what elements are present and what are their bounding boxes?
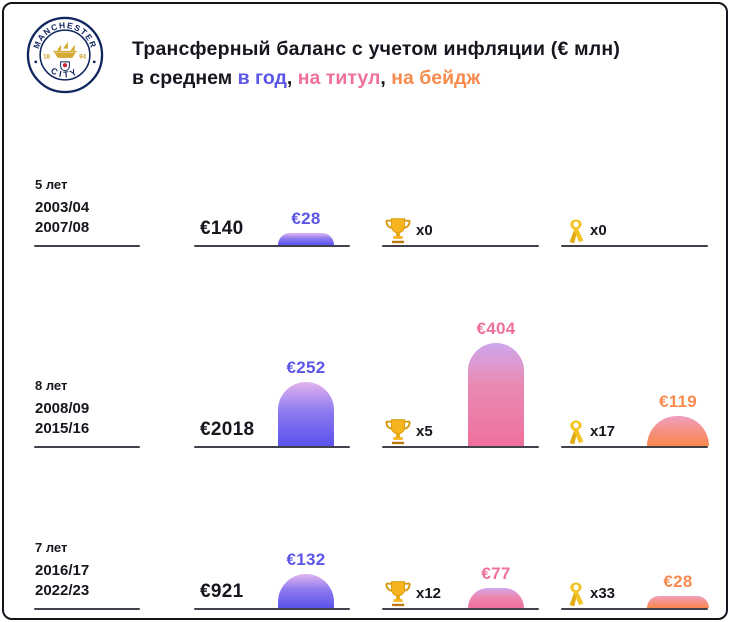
period-end: 2015/16 (35, 420, 90, 437)
total-spend: €921 (200, 581, 244, 602)
per-title-bar-group: €404 (458, 319, 534, 446)
per-badge-baseline (561, 608, 708, 610)
total-spend: €2018 (200, 419, 255, 440)
per-year-bar-group: €252 (268, 358, 344, 446)
period-underline (34, 245, 140, 247)
svg-text:94: 94 (79, 53, 86, 60)
per-badge-value: €119 (658, 392, 698, 411)
subtitle-prefix: в среднем (132, 67, 233, 89)
per-badge-bar-group: €119 (637, 392, 719, 446)
svg-text:CITY: CITY (49, 65, 81, 79)
club-badge-icon: MANCHESTER CITY 18 94 (26, 16, 104, 94)
badges-count: x17 (590, 423, 616, 440)
per-year-bar (278, 574, 334, 608)
titles-count-group: x5 (383, 416, 433, 446)
titles-count: x5 (416, 423, 433, 440)
comma-1: , (286, 67, 293, 89)
per-badge-bar (647, 416, 709, 446)
per-year-baseline (194, 245, 350, 247)
trophy-icon (383, 215, 413, 245)
ribbon-icon (565, 580, 587, 608)
per-title-bar (468, 588, 524, 608)
ribbon-icon (565, 217, 587, 245)
subtitle: в среднем в год, на титул, на бейдж (132, 65, 717, 91)
per-year-bar-group: €132 (268, 550, 344, 608)
per-year-bar (278, 382, 334, 446)
svg-text:18: 18 (43, 53, 50, 60)
comma-2: , (380, 67, 386, 89)
manchester-city-logo: MANCHESTER CITY 18 94 (26, 16, 104, 94)
per-year-bar-group: €28 (268, 209, 344, 245)
ribbon-icon (565, 418, 587, 446)
legend-per-badge: на бейдж (391, 67, 481, 89)
per-title-value: €404 (476, 319, 516, 338)
per-badge-bar-group: €28 (637, 572, 719, 608)
titles-count: x0 (416, 222, 433, 239)
per-title-baseline (382, 245, 539, 247)
period-range: 2003/04 2007/08 (35, 198, 89, 238)
titles-count: x12 (416, 585, 442, 602)
period-underline (34, 608, 140, 610)
per-title-baseline (382, 608, 539, 610)
trophy-icon (383, 416, 413, 446)
per-year-value: €132 (286, 550, 326, 569)
header-titles: Трансферный баланс с учетом инфляции (€ … (132, 36, 717, 91)
period-duration: 7 лет (35, 540, 68, 555)
period-row-2: 8 лет 2008/09 2015/16 €2018 €252 (4, 303, 726, 448)
legend-per-title: на титул (297, 67, 381, 89)
period-row-3: 7 лет 2016/17 2022/23 €921 €132 (4, 528, 726, 610)
badges-count: x0 (590, 222, 607, 239)
per-year-value: €28 (291, 209, 321, 228)
period-start: 2016/17 (35, 562, 90, 579)
per-title-baseline (382, 446, 539, 448)
per-year-value: €252 (286, 358, 326, 377)
trophy-icon (383, 578, 413, 608)
per-badge-value: €28 (663, 572, 693, 591)
period-range: 2008/09 2015/16 (35, 399, 89, 439)
period-range: 2016/17 2022/23 (35, 561, 89, 601)
titles-count-group: x12 (383, 578, 441, 608)
per-badge-baseline (561, 446, 708, 448)
titles-count-group: x0 (383, 215, 433, 245)
period-row-1: 5 лет 2003/04 2007/08 €140 €28 (4, 162, 726, 247)
period-end: 2022/23 (35, 582, 90, 599)
badges-count-group: x0 (565, 217, 607, 245)
per-year-bar (278, 233, 334, 245)
period-end: 2007/08 (35, 219, 90, 236)
badges-count-group: x33 (565, 580, 615, 608)
per-year-baseline (194, 446, 350, 448)
page-title: Трансферный баланс с учетом инфляции (€ … (132, 38, 621, 60)
legend-per-year: в год (237, 67, 287, 89)
per-title-value: €77 (481, 564, 511, 583)
per-title-bar (468, 343, 524, 446)
period-start: 2003/04 (35, 199, 90, 216)
total-spend: €140 (200, 218, 244, 239)
per-badge-baseline (561, 245, 708, 247)
badges-count: x33 (590, 585, 616, 602)
per-badge-bar (647, 596, 709, 608)
period-duration: 5 лет (35, 177, 68, 192)
per-year-baseline (194, 608, 350, 610)
period-duration: 8 лет (35, 378, 68, 393)
per-title-bar-group: €77 (458, 564, 534, 608)
badges-count-group: x17 (565, 418, 615, 446)
period-underline (34, 446, 140, 448)
period-start: 2008/09 (35, 400, 90, 417)
